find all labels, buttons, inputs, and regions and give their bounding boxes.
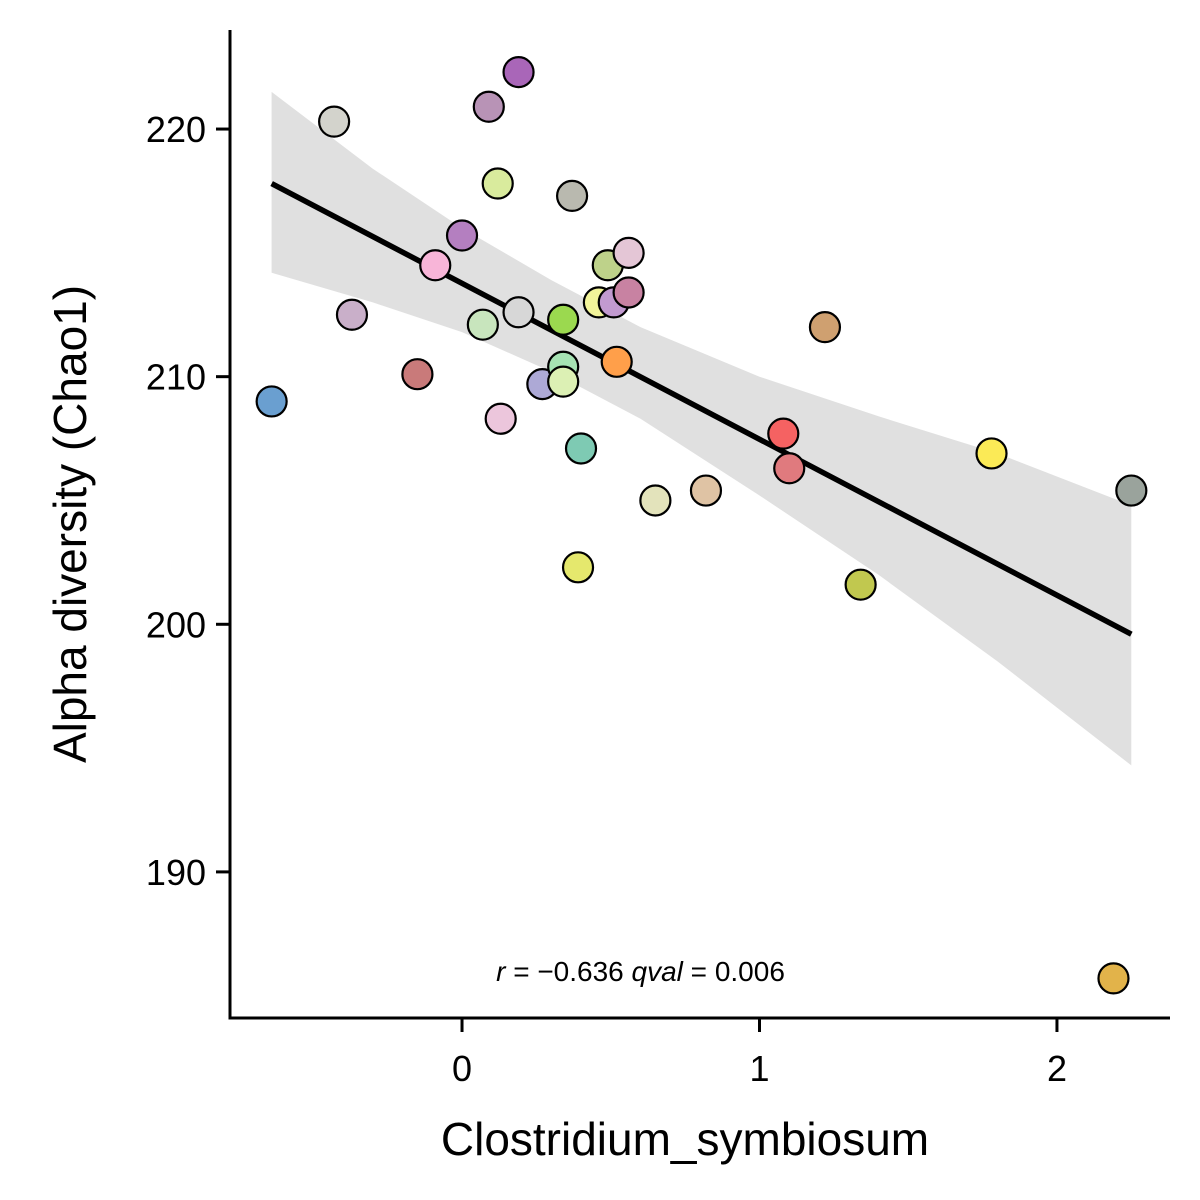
correlation-annotation: r = −0.636 qval = 0.006	[496, 956, 785, 987]
axes	[216, 30, 1170, 1032]
data-point	[975, 437, 1008, 470]
annotation-part: = 0.006	[683, 956, 785, 987]
fit-line-layer	[270, 181, 1133, 637]
labels-layer: 0 1 2 190 200 210 220 Clostridium_symbiosum Alph…	[44, 109, 1067, 1165]
data-point	[335, 298, 369, 331]
x-tick-label: 1	[749, 1048, 769, 1089]
x-tick-label: 0	[452, 1048, 472, 1089]
data-point	[612, 276, 645, 309]
y-tick-label: 210	[146, 357, 206, 398]
data-point	[466, 308, 499, 341]
data-point	[547, 303, 580, 336]
data-point	[502, 55, 535, 89]
confidence-band	[271, 91, 1132, 766]
data-point	[612, 236, 645, 269]
data-point	[255, 385, 288, 418]
y-axis-title: Alpha diversity (Chao1)	[44, 285, 96, 763]
data-point	[481, 167, 514, 200]
y-tick-label: 190	[146, 852, 206, 893]
data-point	[689, 474, 723, 507]
points-layer	[255, 55, 1148, 995]
y-tick-label: 220	[146, 109, 206, 150]
y-tick-label: 200	[146, 604, 206, 645]
data-point	[445, 219, 479, 252]
data-point	[555, 179, 589, 213]
data-point	[773, 452, 806, 485]
data-point	[844, 568, 877, 601]
annotation-part: r	[496, 956, 507, 987]
x-tick-label: 2	[1047, 1048, 1067, 1089]
data-point	[639, 484, 672, 517]
data-point	[484, 402, 517, 435]
data-point	[564, 432, 598, 465]
data-point	[472, 90, 505, 123]
data-point	[318, 105, 351, 138]
annotation-part: = −0.636	[505, 956, 631, 987]
regression-line	[270, 181, 1133, 637]
confidence-band-layer	[271, 91, 1132, 766]
data-point	[767, 417, 800, 450]
annotation-part: qval	[632, 956, 684, 987]
data-point	[1097, 962, 1130, 995]
data-point	[401, 358, 434, 391]
data-point	[600, 345, 633, 378]
data-point	[502, 296, 535, 329]
data-point	[419, 249, 452, 282]
data-point	[561, 551, 595, 584]
x-axis-title: Clostridium_symbiosum	[441, 1113, 929, 1165]
data-point	[1115, 474, 1148, 507]
data-point	[808, 311, 842, 344]
data-point	[547, 365, 580, 398]
